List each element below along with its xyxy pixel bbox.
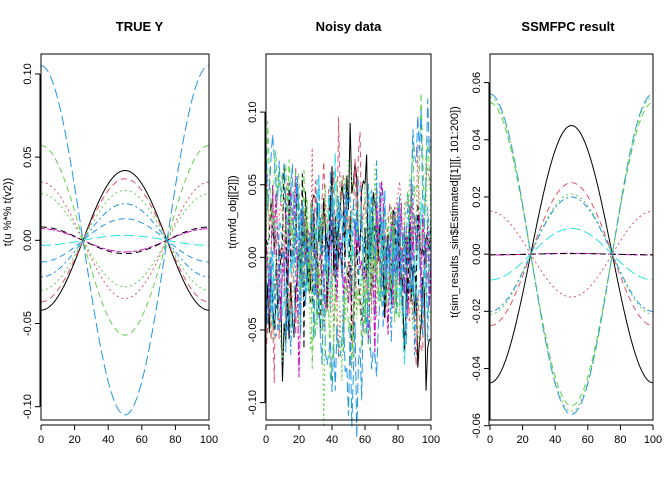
y-tick-label: -0.04 xyxy=(471,356,483,381)
y-tick-label: 0.04 xyxy=(471,129,483,150)
series-line-6 xyxy=(40,228,210,253)
panel-ssmfpc-result: SSMFPC result t(sim_results_sin$Estimate… xyxy=(449,19,662,446)
series-line-11 xyxy=(489,96,654,412)
x-tick-label: 100 xyxy=(200,434,218,446)
x-tick-label: 40 xyxy=(102,434,114,446)
plot-frame xyxy=(40,53,210,421)
y-axis-label: t(mvfd_obj[[2]]) xyxy=(227,175,239,248)
series-line-4 xyxy=(265,160,432,356)
y-tick-label: -0.02 xyxy=(471,299,483,324)
y-axis: -0.06 -0.04 -0.02 0.00 0.02 0.04 0.06 xyxy=(471,72,490,438)
plot-frame xyxy=(265,53,432,421)
y-tick-label: 0.02 xyxy=(471,186,483,207)
y-tick-label: 0.10 xyxy=(22,63,34,84)
x-tick-label: 80 xyxy=(614,434,626,446)
panel-title: Noisy data xyxy=(316,19,383,34)
y-axis-label: t(u %*% t(v2)) xyxy=(2,178,14,246)
panel-title: SSMFPC result xyxy=(521,19,615,34)
x-axis: 0 20 40 60 80 100 xyxy=(263,424,440,446)
x-axis: 0 20 40 60 80 100 xyxy=(487,424,662,446)
y-axis-label: t(sim_results_sin$Estimated[[1]][, 101:2… xyxy=(449,106,461,318)
x-tick-label: 60 xyxy=(582,434,594,446)
x-tick-label: 60 xyxy=(359,434,371,446)
series-line-8 xyxy=(489,210,654,298)
series-line-12 xyxy=(265,174,432,353)
x-tick-label: 100 xyxy=(644,434,662,446)
y-axis: -0.10 -0.05 0.00 0.05 0.10 xyxy=(247,101,266,415)
panel-title: TRUE Y xyxy=(116,19,164,34)
y-tick-label: -0.10 xyxy=(247,390,259,415)
x-axis: 0 20 40 60 80 100 xyxy=(38,424,218,446)
panel-noisy-data: Noisy data t(mvfd_obj[[2]]) 0 20 40 60 80 100… xyxy=(227,19,440,446)
x-tick-label: 0 xyxy=(263,434,269,446)
x-tick-label: 20 xyxy=(293,434,305,446)
x-tick-label: 20 xyxy=(516,434,528,446)
series-line-2 xyxy=(40,178,210,303)
series-line-2 xyxy=(489,182,654,327)
series-line-4 xyxy=(489,196,654,312)
y-tick-label: -0.06 xyxy=(471,413,483,438)
series-line-12 xyxy=(40,218,210,263)
series-layer xyxy=(489,93,654,415)
series-line-9 xyxy=(489,102,654,407)
x-tick-label: 40 xyxy=(326,434,338,446)
series-layer xyxy=(40,65,210,416)
series-line-7 xyxy=(490,253,653,256)
series-line-10 xyxy=(40,65,210,416)
x-tick-label: 100 xyxy=(422,434,440,446)
y-tick-label: 0.10 xyxy=(247,101,259,122)
y-tick-label: -0.05 xyxy=(22,311,34,336)
series-line-3 xyxy=(40,189,210,291)
y-tick-label: 0.00 xyxy=(471,243,483,264)
series-line-1 xyxy=(40,169,210,311)
y-tick-label: 0.05 xyxy=(22,146,34,167)
panel-true-y: TRUE Y t(u %*% t(v2)) 0 20 40 60 80 100 -0.10… xyxy=(2,19,218,446)
x-tick-label: 80 xyxy=(392,434,404,446)
series-line-8 xyxy=(40,181,210,300)
x-tick-label: 0 xyxy=(38,434,44,446)
series-layer xyxy=(265,92,432,438)
x-tick-label: 0 xyxy=(487,434,493,446)
series-line-3 xyxy=(489,193,654,315)
x-tick-label: 80 xyxy=(169,434,181,446)
y-tick-label: 0.00 xyxy=(22,230,34,251)
y-tick-label: 0.05 xyxy=(247,174,259,195)
y-tick-label: -0.05 xyxy=(247,317,259,342)
y-axis: -0.10 -0.05 0.00 0.05 0.10 xyxy=(22,63,41,419)
series-line-5 xyxy=(40,234,210,246)
y-tick-label: -0.10 xyxy=(22,394,34,419)
y-tick-label: 0.06 xyxy=(471,72,483,93)
plot-frame xyxy=(489,53,654,421)
x-tick-label: 60 xyxy=(136,434,148,446)
series-line-9 xyxy=(40,145,210,336)
series-line-10 xyxy=(489,93,654,415)
series-line-5 xyxy=(489,227,654,281)
series-line-10 xyxy=(265,98,432,438)
x-tick-label: 20 xyxy=(68,434,80,446)
series-line-5 xyxy=(265,152,432,365)
y-tick-label: 0.00 xyxy=(247,247,259,268)
series-line-1 xyxy=(265,122,432,391)
series-line-4 xyxy=(40,203,210,278)
x-tick-label: 40 xyxy=(549,434,561,446)
series-line-1 xyxy=(489,124,654,384)
